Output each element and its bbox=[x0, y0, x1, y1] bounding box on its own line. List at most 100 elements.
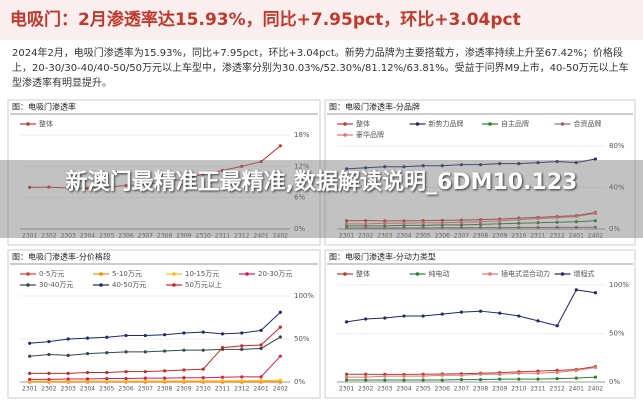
point-marker bbox=[383, 219, 387, 223]
point-marker bbox=[517, 314, 521, 318]
point-marker bbox=[143, 183, 147, 187]
point-marker bbox=[555, 324, 559, 328]
x-tick-label: 2312 bbox=[550, 386, 565, 393]
point-marker bbox=[259, 160, 263, 164]
legend-label: 合资品牌 bbox=[574, 119, 602, 128]
point-marker bbox=[278, 325, 282, 329]
point-marker bbox=[364, 372, 368, 376]
point-marker bbox=[47, 185, 51, 189]
point-marker bbox=[421, 374, 425, 378]
point-marker bbox=[220, 332, 225, 336]
legend-dot bbox=[172, 283, 176, 287]
x-tick-label: 2308 bbox=[157, 233, 172, 240]
point-marker bbox=[478, 377, 483, 382]
series-line bbox=[346, 158, 596, 170]
x-tick-label: 2301 bbox=[339, 386, 354, 393]
point-marker bbox=[574, 368, 578, 372]
point-marker bbox=[143, 370, 147, 374]
point-marker bbox=[66, 371, 70, 375]
point-marker bbox=[66, 353, 70, 357]
point-marker bbox=[421, 221, 425, 225]
legend-dot bbox=[560, 122, 565, 126]
point-marker bbox=[201, 330, 205, 334]
x-tick-label: 2302 bbox=[41, 233, 56, 240]
point-marker bbox=[574, 288, 578, 292]
x-tick-label: 2302 bbox=[358, 386, 373, 393]
point-marker bbox=[105, 351, 109, 355]
point-marker bbox=[182, 379, 186, 383]
point-marker bbox=[402, 314, 406, 318]
point-marker bbox=[402, 374, 406, 378]
legend-dot bbox=[26, 283, 30, 287]
legend-label: 50万元以上 bbox=[185, 280, 222, 289]
point-marker bbox=[240, 347, 244, 351]
chart-title: 图：电吸门渗透率-分动力类型 bbox=[329, 252, 436, 262]
series-line bbox=[29, 326, 281, 374]
point-marker bbox=[517, 221, 521, 225]
point-marker bbox=[201, 376, 205, 380]
x-tick-label: 2402 bbox=[273, 233, 288, 240]
legend-dot bbox=[415, 122, 420, 126]
point-marker bbox=[459, 220, 464, 224]
point-marker bbox=[105, 370, 109, 375]
point-marker bbox=[259, 379, 263, 383]
point-marker bbox=[220, 375, 225, 379]
x-tick-label: 2311 bbox=[215, 386, 230, 393]
legend-label: 20-30万元 bbox=[258, 270, 292, 278]
x-tick-label: 2304 bbox=[80, 233, 95, 240]
point-marker bbox=[182, 376, 186, 380]
x-tick-label: 2401 bbox=[569, 386, 584, 393]
series-line bbox=[346, 289, 596, 327]
point-marker bbox=[28, 354, 32, 358]
legend-label: 5-10万元 bbox=[112, 270, 142, 278]
point-marker bbox=[459, 377, 464, 382]
point-marker bbox=[344, 222, 349, 226]
legend-label: 增程式 bbox=[574, 269, 595, 278]
legend-label: 30-40万元 bbox=[39, 281, 73, 289]
point-marker bbox=[163, 349, 167, 353]
point-marker bbox=[182, 331, 186, 335]
point-marker bbox=[478, 220, 483, 224]
y-tick-label: 0% bbox=[609, 378, 620, 386]
y-tick-label: 50% bbox=[294, 335, 310, 343]
point-marker bbox=[555, 220, 559, 224]
point-marker bbox=[593, 375, 598, 379]
point-marker bbox=[555, 370, 559, 374]
point-marker bbox=[517, 377, 521, 381]
legend-dot bbox=[560, 272, 565, 276]
x-tick-label: 2308 bbox=[157, 386, 172, 393]
point-marker bbox=[28, 371, 32, 375]
point-marker bbox=[344, 378, 349, 382]
point-marker bbox=[85, 377, 90, 381]
point-marker bbox=[124, 379, 128, 383]
series-line bbox=[346, 366, 596, 375]
x-tick-label: 2307 bbox=[138, 386, 153, 393]
x-tick-label: 2307 bbox=[138, 233, 153, 240]
x-tick-label: 2303 bbox=[377, 233, 392, 240]
series-line bbox=[346, 226, 596, 229]
point-marker bbox=[364, 226, 368, 230]
x-tick-label: 2312 bbox=[234, 233, 249, 240]
point-marker bbox=[574, 376, 578, 380]
point-marker bbox=[182, 177, 186, 181]
point-marker bbox=[498, 372, 502, 376]
point-marker bbox=[240, 379, 244, 383]
panel bbox=[7, 99, 321, 246]
legend-label: 插电式混合动力 bbox=[501, 269, 550, 278]
point-marker bbox=[143, 333, 147, 338]
point-marker bbox=[383, 221, 387, 225]
point-marker bbox=[344, 226, 349, 230]
x-tick-label: 2309 bbox=[492, 386, 507, 393]
point-marker bbox=[555, 225, 559, 229]
point-marker bbox=[459, 223, 464, 227]
point-marker bbox=[66, 186, 70, 190]
x-tick-label: 2312 bbox=[550, 233, 565, 240]
point-marker bbox=[163, 333, 167, 337]
x-tick-label: 2401 bbox=[253, 386, 268, 393]
point-marker bbox=[593, 365, 598, 370]
legend-dot bbox=[26, 122, 30, 126]
point-marker bbox=[143, 350, 147, 354]
point-marker bbox=[421, 164, 425, 168]
legend-dot bbox=[488, 272, 492, 276]
x-tick-label: 2312 bbox=[234, 386, 249, 393]
